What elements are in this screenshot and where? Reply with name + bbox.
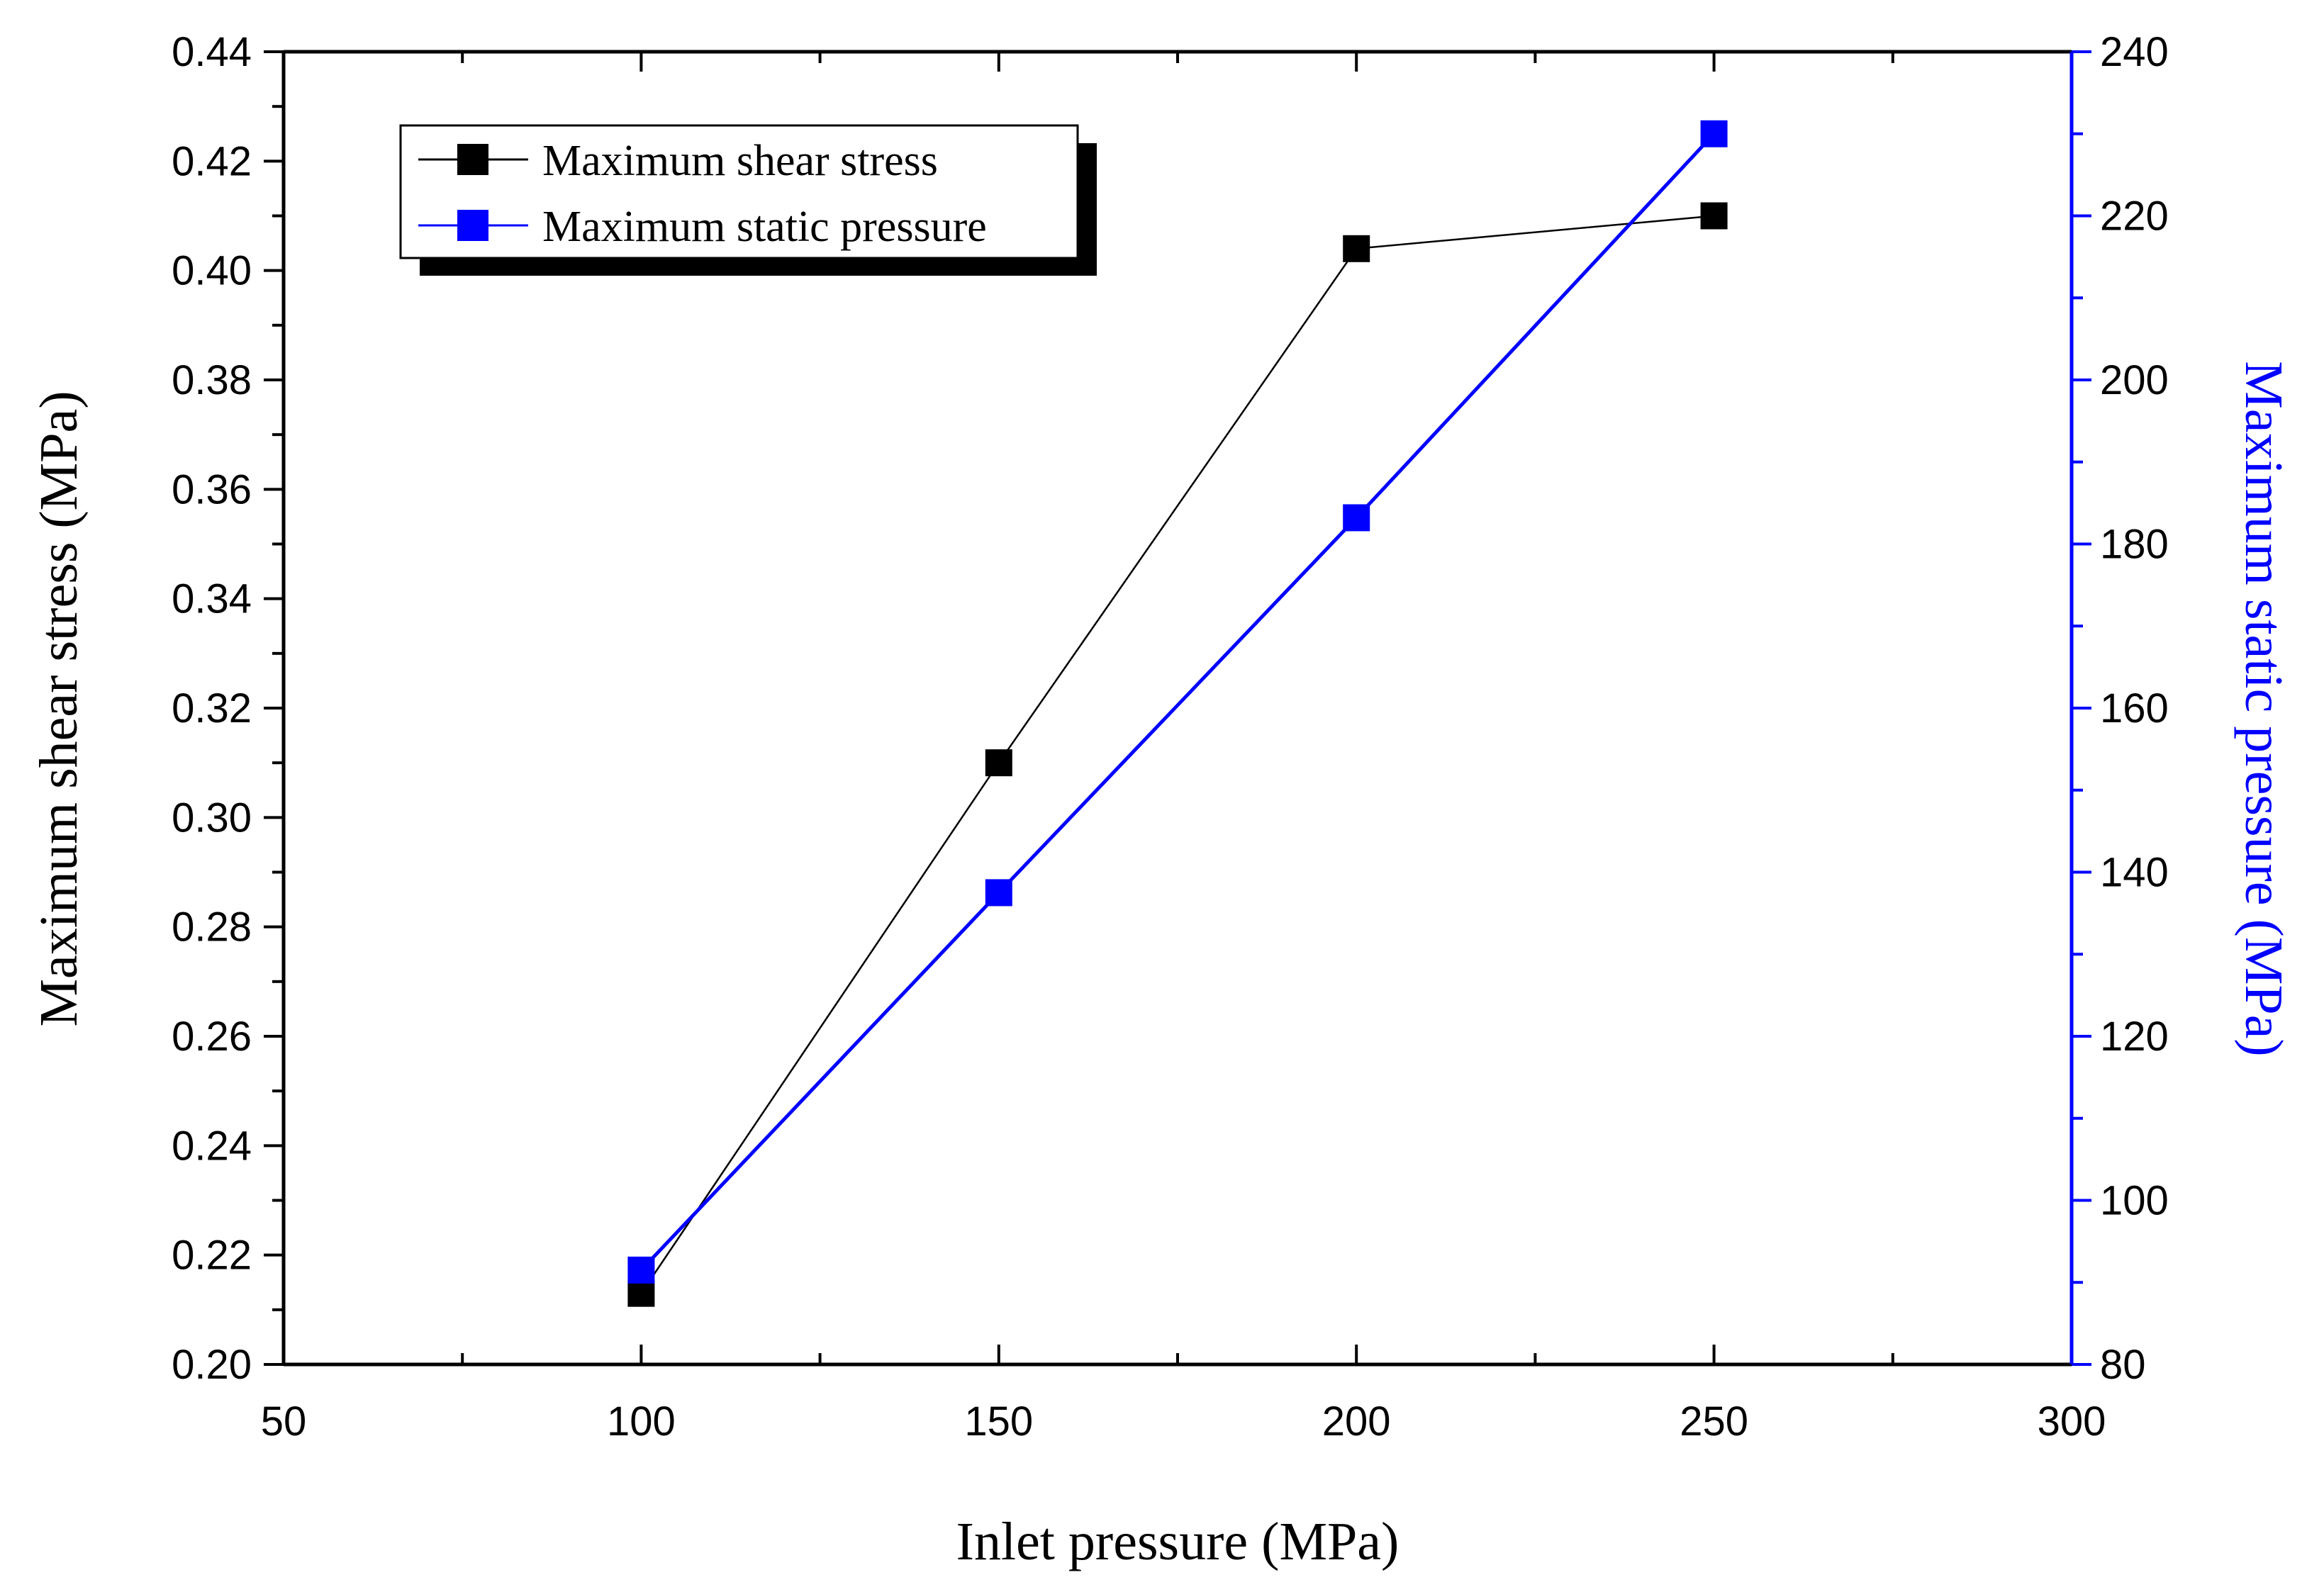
series-0-point-0: [627, 1279, 655, 1307]
series-0-point-2: [1343, 235, 1370, 262]
legend-entry-static: Maximum static pressure: [418, 203, 987, 251]
y-tick-label-5: 0.30: [172, 795, 252, 841]
legend-entry-shear: Maximum shear stress: [418, 137, 938, 185]
series-layer: [627, 120, 1728, 1307]
x-tick-label-3: 200: [1322, 1398, 1391, 1445]
y-tick-label-2: 0.24: [172, 1123, 252, 1169]
series-0-point-3: [1700, 202, 1728, 230]
series-0-point-1: [985, 749, 1012, 777]
x-tick-label-2: 150: [964, 1398, 1033, 1445]
x-axis-title: Inlet pressure (MPa): [956, 1512, 1400, 1571]
series-1-point-0: [627, 1256, 655, 1284]
y2-tick-label-1: 100: [2100, 1178, 2169, 1224]
x-tick-label-1: 100: [607, 1398, 676, 1445]
y-tick-label-8: 0.36: [172, 466, 252, 512]
series-line-0: [640, 215, 1714, 1294]
y2-tick-label-8: 240: [2100, 29, 2169, 75]
x-tick-label-4: 250: [1680, 1398, 1748, 1445]
x-tick-label-0: 50: [261, 1398, 307, 1445]
y2-tick-label-6: 200: [2100, 357, 2169, 403]
y-tick-label-0: 0.20: [172, 1342, 252, 1388]
legend-marker-static: [457, 210, 488, 241]
legend-box: [399, 124, 1079, 259]
legend: Maximum shear stress Maximum static pres…: [399, 124, 1097, 276]
y-tick-label-10: 0.40: [172, 248, 252, 294]
x-tick-label-5: 300: [2038, 1398, 2106, 1445]
y2-tick-label-5: 180: [2100, 522, 2169, 568]
y-tick-label-3: 0.26: [172, 1014, 252, 1060]
y2-tick-label-0: 80: [2100, 1342, 2146, 1388]
y-tick-label-11: 0.42: [172, 138, 252, 184]
y-tick-label-12: 0.44: [172, 29, 252, 75]
y2-tick-label-7: 220: [2100, 194, 2169, 240]
y2-tick-label-4: 160: [2100, 685, 2169, 731]
y-axis-left-title: Maximum shear stress (MPa): [29, 391, 89, 1026]
ticks-layer: 50 100 150 200 250 300 0.20 0.22 0.24 0.26 0.28 0.3…: [172, 29, 2169, 1445]
legend-label-shear: Maximum shear stress: [542, 137, 938, 185]
y-axis-right-title: Maximum static pressure (MPa): [2234, 361, 2294, 1056]
y2-tick-label-3: 140: [2100, 850, 2169, 896]
y-tick-label-4: 0.28: [172, 904, 252, 950]
series-1-point-1: [985, 879, 1012, 907]
legend-label-static: Maximum static pressure: [542, 203, 987, 251]
y-tick-label-7: 0.34: [172, 576, 252, 622]
series-1-point-2: [1343, 504, 1370, 532]
y-tick-label-1: 0.22: [172, 1233, 252, 1279]
y-tick-label-9: 0.38: [172, 357, 252, 403]
series-line-1: [639, 133, 1716, 1272]
y2-tick-label-2: 120: [2100, 1014, 2169, 1060]
y-tick-label-6: 0.32: [172, 685, 252, 731]
legend-marker-shear: [457, 144, 488, 175]
series-1-point-3: [1700, 120, 1728, 147]
